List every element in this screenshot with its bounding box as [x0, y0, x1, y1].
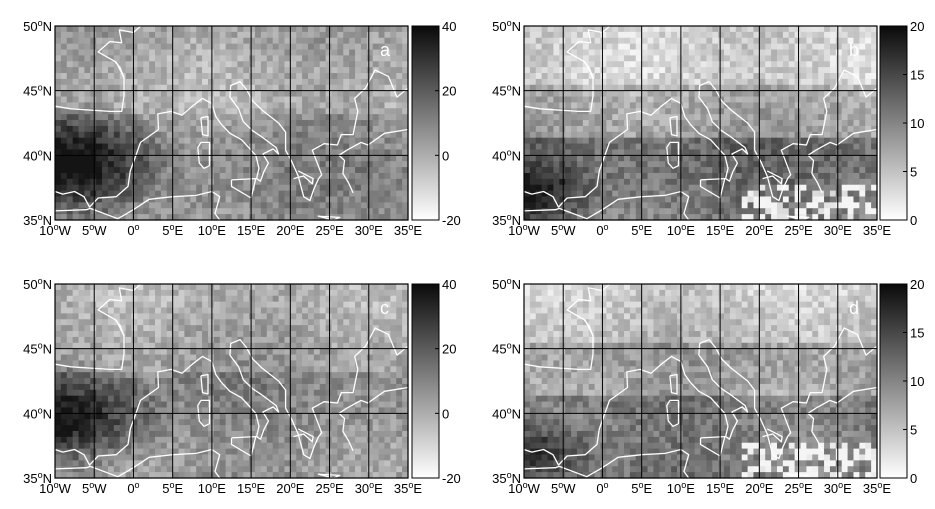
- lat-tick-label: 35oN: [23, 470, 52, 486]
- lon-tick-label: 30oE: [824, 480, 852, 496]
- lon-tick-label: 15oE: [237, 222, 265, 238]
- panel-a: a 10oW 5oW 0o 5oE 10oE 15oE 20oE 25oE 30oE 35oE 50o…: [23, 12, 461, 238]
- map-frame: [54, 283, 409, 479]
- map-frame: [523, 283, 878, 479]
- colorbar-tick-label: 10: [910, 116, 924, 131]
- field-d: [524, 284, 878, 479]
- panel-c: c 10oW 5oW 0o 5oE 10oE 15oE 20oE 25oE 30oE 35oE 50o…: [23, 270, 461, 496]
- colorbar-tick-label: 0: [910, 213, 917, 228]
- lon-tick-label: 10oE: [667, 480, 695, 496]
- lon-tick-label: 35oE: [394, 222, 422, 238]
- lon-tick-label: 5oE: [631, 480, 652, 496]
- lon-tick-label: 5oW: [551, 222, 576, 238]
- lon-tick-label: 5oE: [162, 222, 183, 238]
- colorbar-tick-label: -20: [442, 213, 461, 228]
- colorbar-tick-label: 40: [442, 19, 456, 34]
- panel-letter: a: [380, 40, 391, 60]
- lon-tick-label: 0o: [127, 480, 139, 496]
- colorbar-tick-label: 0: [442, 148, 449, 163]
- lat-tick-label: 40oN: [492, 147, 521, 163]
- colorbar-b: 20 15 10 5 0: [879, 19, 924, 228]
- lon-tick-label: 20oE: [276, 480, 304, 496]
- colorbar-d: 20 15 10 5 0: [879, 277, 924, 486]
- lon-tick-label: 0o: [127, 222, 139, 238]
- lon-tick-label: 10oW: [39, 222, 71, 238]
- lat-tick-label: 35oN: [492, 470, 521, 486]
- colorbar-gradient: [879, 283, 908, 479]
- lon-tick-label: 15oE: [706, 480, 734, 496]
- lat-tick-label: 40oN: [23, 405, 52, 421]
- colorbar-gradient: [879, 25, 908, 221]
- panel-letter: c: [380, 298, 389, 318]
- lat-tick-label: 45oN: [23, 83, 52, 99]
- colorbar-tick-label: 10: [910, 374, 924, 389]
- lon-tick-label: 35oE: [863, 222, 891, 238]
- lat-tick-label: 40oN: [23, 147, 52, 163]
- lon-tick-label: 20oE: [745, 222, 773, 238]
- lon-tick-label: 35oE: [394, 480, 422, 496]
- lon-tick-label: 10oE: [198, 480, 226, 496]
- lon-tick-label: 10oE: [667, 222, 695, 238]
- lon-tick-label: 35oE: [863, 480, 891, 496]
- lon-tick-label: 5oE: [631, 222, 652, 238]
- lon-tick-label: 10oW: [508, 222, 540, 238]
- lat-tick-label: 50oN: [23, 276, 52, 292]
- lon-tick-label: 15oE: [237, 480, 265, 496]
- lat-tick-label: 35oN: [23, 212, 52, 228]
- map-frame: [523, 25, 878, 221]
- colorbar-a: 40 20 0 -20: [411, 19, 461, 228]
- lon-tick-label: 20oE: [745, 480, 773, 496]
- lon-tick-label: 20oE: [276, 222, 304, 238]
- lon-tick-label: 0o: [596, 222, 608, 238]
- lon-tick-label: 10oW: [508, 480, 540, 496]
- lon-tick-label: 5oW: [82, 222, 107, 238]
- lon-tick-label: 25oE: [315, 480, 343, 496]
- lon-tick-label: 30oE: [824, 222, 852, 238]
- lat-tick-label: 35oN: [492, 212, 521, 228]
- lon-tick-label: 5oW: [551, 480, 576, 496]
- colorbar-tick-label: 40: [442, 277, 456, 292]
- lat-tick-label: 50oN: [492, 276, 521, 292]
- colorbar-gradient: [411, 25, 440, 221]
- lon-tick-label: 15oE: [706, 222, 734, 238]
- lat-tick-label: 40oN: [492, 405, 521, 421]
- colorbar-tick-label: 20: [910, 277, 924, 292]
- map-frame: [54, 25, 409, 221]
- colorbar-tick-label: 5: [910, 423, 917, 438]
- lon-tick-label: 25oE: [315, 222, 343, 238]
- lat-tick-label: 45oN: [492, 83, 521, 99]
- colorbar-tick-label: 15: [910, 68, 924, 83]
- panel-letter: d: [849, 298, 859, 318]
- colorbar-tick-label: 20: [442, 84, 456, 99]
- colorbar-tick-label: 5: [910, 165, 917, 180]
- lon-tick-label: 25oE: [784, 480, 812, 496]
- colorbar-tick-label: 0: [910, 471, 917, 486]
- colorbar-tick-label: 20: [910, 19, 924, 34]
- lon-tick-label: 30oE: [355, 480, 383, 496]
- lon-tick-label: 5oE: [162, 480, 183, 496]
- lon-tick-label: 0o: [596, 480, 608, 496]
- colorbar-tick-label: 15: [910, 326, 924, 341]
- lon-tick-label: 10oE: [198, 222, 226, 238]
- panel-d: d 10oW 5oW 0o 5oE 10oE 15oE 20oE 25oE 30oE 35oE 50o…: [492, 270, 924, 496]
- lat-tick-label: 45oN: [23, 341, 52, 357]
- lon-tick-label: 10oW: [39, 480, 71, 496]
- lat-tick-label: 50oN: [492, 18, 521, 34]
- panel-b: b 10oW 5oW 0o 5oE 10oE 15oE 20oE 25oE 30oE 35oE 50o…: [492, 12, 924, 238]
- lat-tick-label: 50oN: [23, 18, 52, 34]
- lat-tick-label: 45oN: [492, 341, 521, 357]
- colorbar-tick-label: -20: [442, 471, 461, 486]
- lon-tick-label: 30oE: [355, 222, 383, 238]
- colorbar-tick-label: 20: [442, 342, 456, 357]
- panel-letter: b: [849, 40, 859, 60]
- lon-tick-label: 5oW: [82, 480, 107, 496]
- colorbar-gradient: [411, 283, 440, 479]
- colorbar-tick-label: 0: [442, 406, 449, 421]
- lon-tick-label: 25oE: [784, 222, 812, 238]
- colorbar-c: 40 20 0 -20: [411, 277, 461, 486]
